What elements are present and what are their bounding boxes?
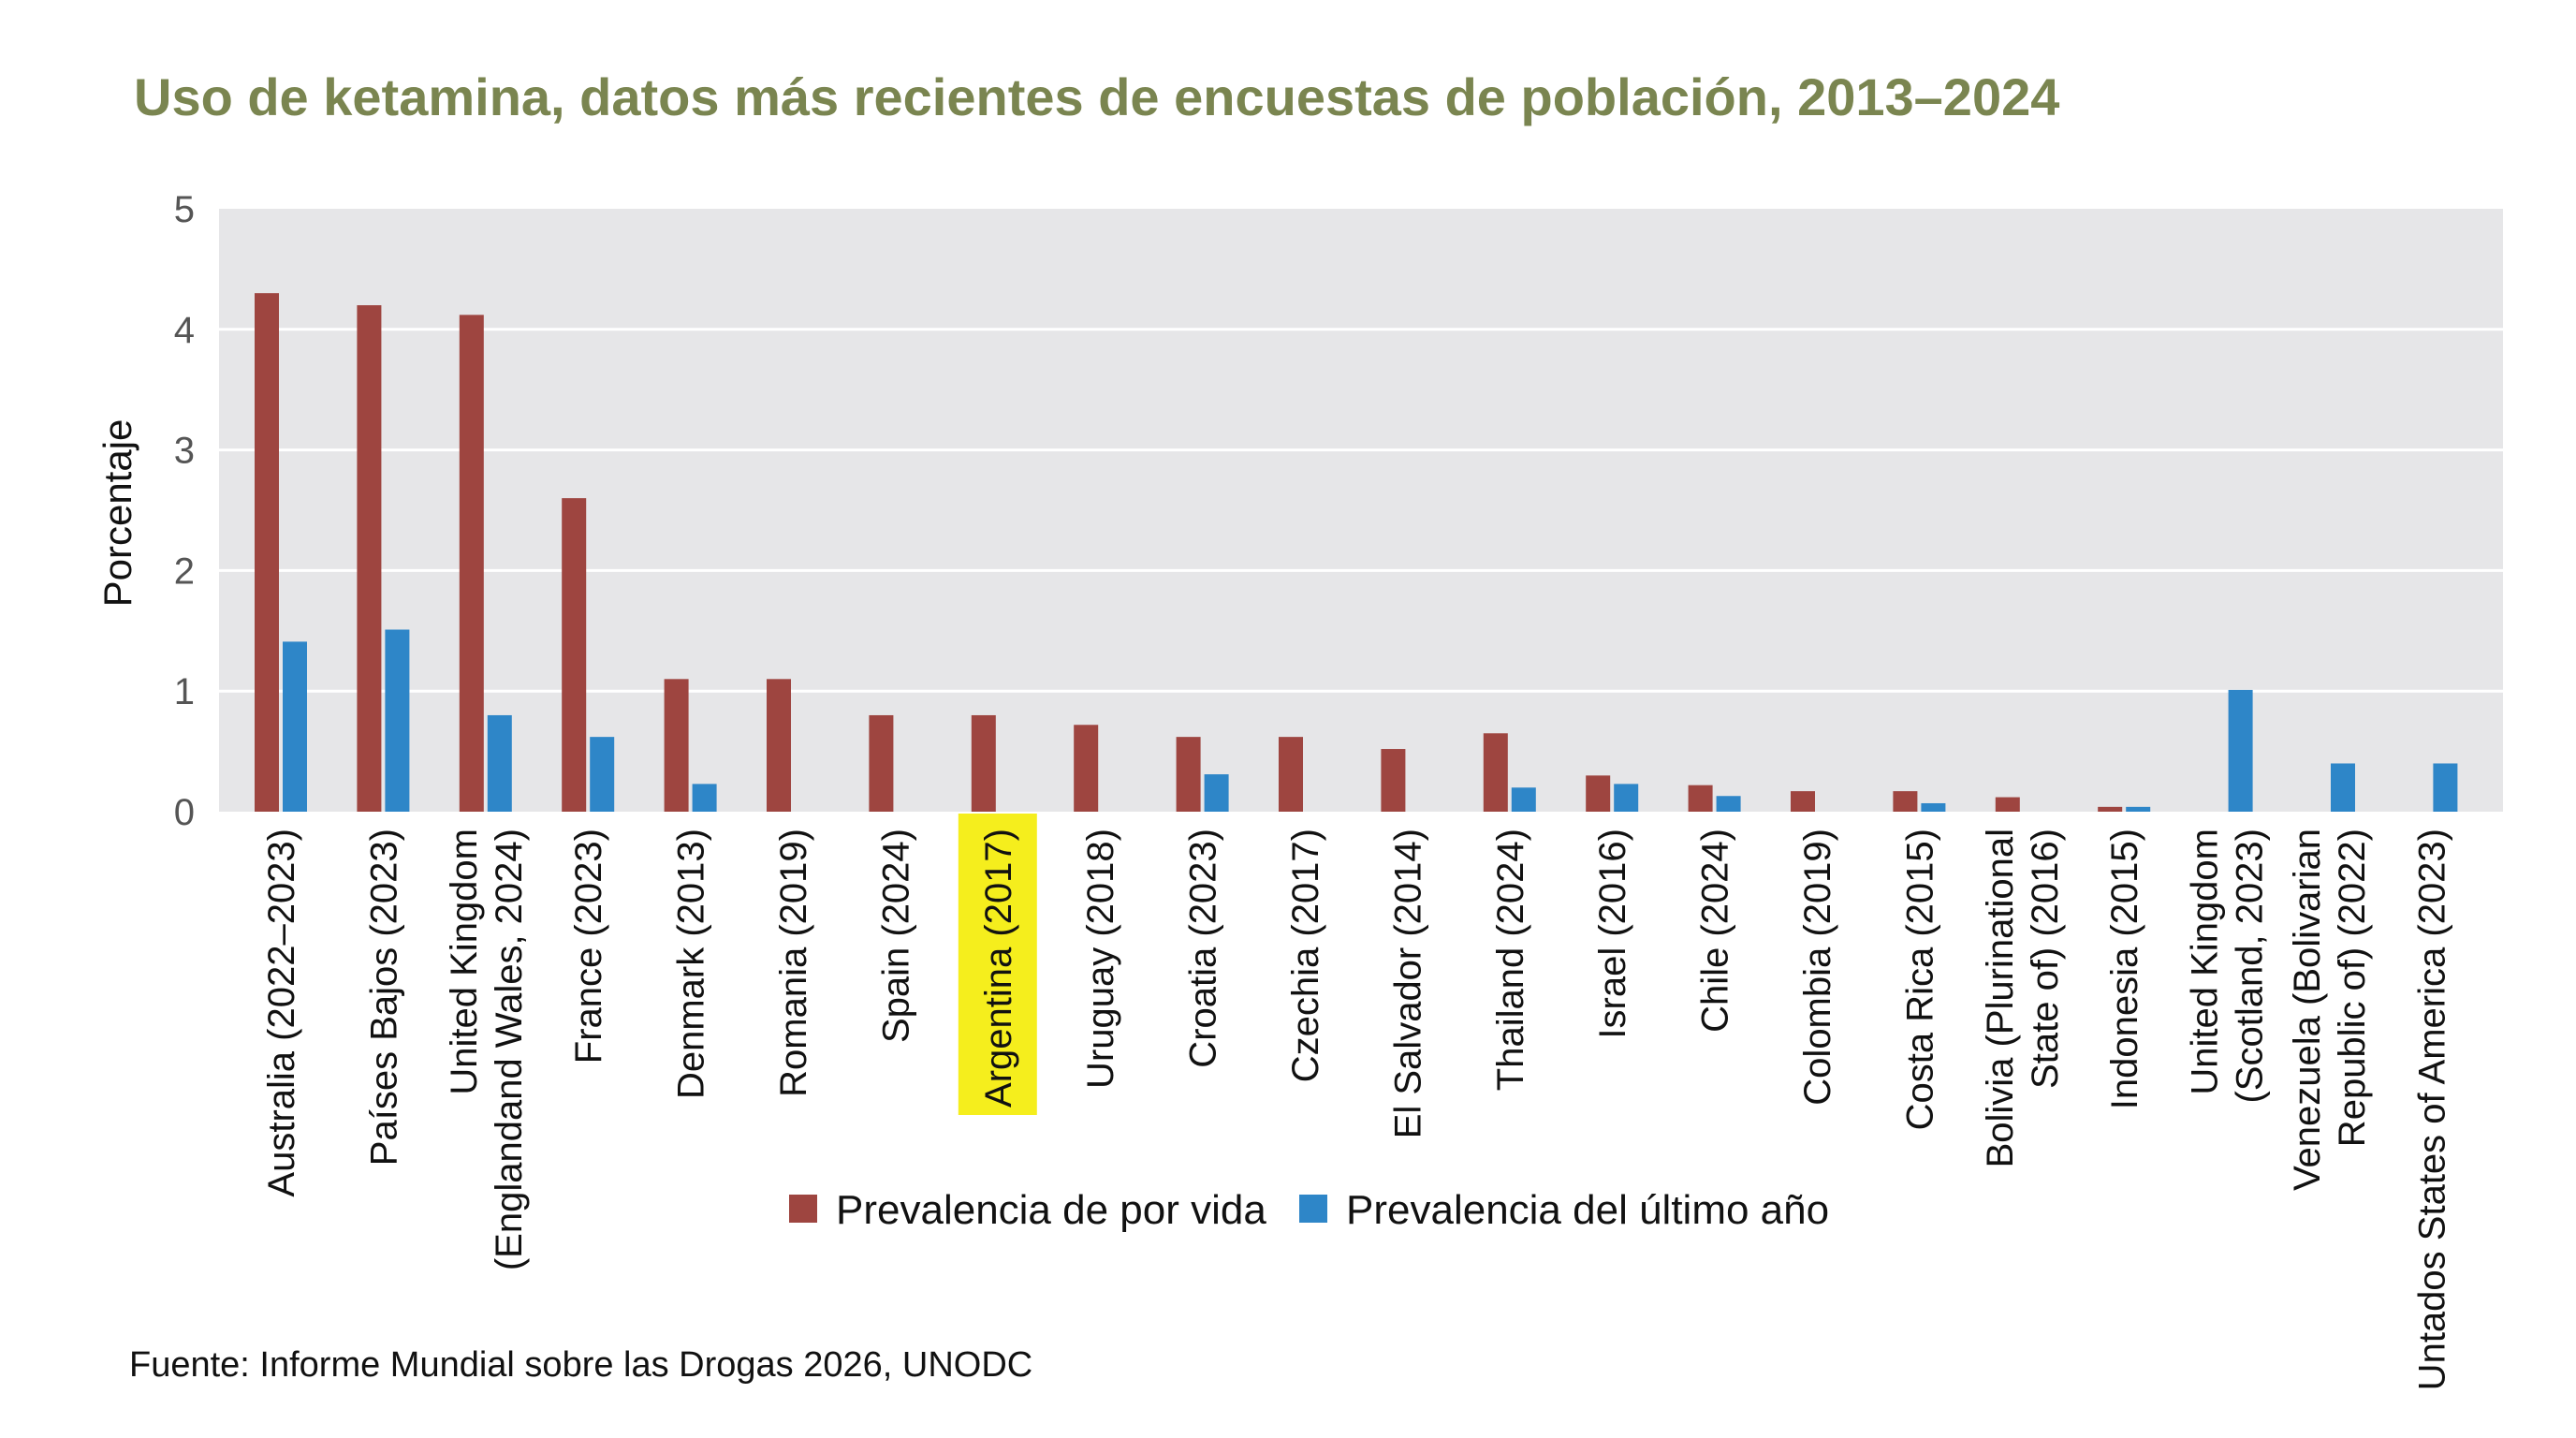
legend: Prevalencia de por vida Prevalencia del … [789,1187,1829,1233]
bar-lifetime [2098,806,2123,812]
highlight-layer [958,814,1037,1115]
bar-last-year [2331,763,2355,812]
x-tick-label: United Kingdom [2185,829,2226,1095]
bar-last-year [2228,689,2253,812]
y-tick-label: 1 [174,671,195,712]
x-tick-label: Czechia (2017) [1285,829,1326,1082]
y-tick-label: 4 [174,310,195,351]
bar-last-year [1614,784,1639,812]
bar-lifetime [767,679,791,812]
x-tick-label: Croatia (2023) [1183,829,1224,1068]
legend-label-last-year: Prevalencia del último año [1346,1187,1829,1233]
x-tick-label: (Scotland, 2023) [2230,829,2271,1104]
bar-last-year [385,629,410,812]
bar-last-year [283,641,307,812]
y-tick-label: 0 [174,792,195,833]
x-tick-label: Países Bajos (2023) [363,829,404,1166]
x-tick-label: El Salvador (2014) [1387,829,1428,1138]
x-tick-label: Israel (2016) [1592,829,1633,1039]
bar-lifetime [255,293,279,812]
x-tick-label: Uruguay (2018) [1080,829,1121,1089]
bar-last-year [2126,806,2151,812]
x-axis-labels: Australia (2022–2023) Países Bajos (2023)… [261,829,2452,1390]
x-tick-label: Bolivia (Plurinational [1980,829,2021,1167]
x-tick-label: United Kingdom [444,829,485,1095]
y-tick-label: 5 [174,189,195,230]
x-tick-label: Denmark (2013) [671,829,712,1099]
legend-swatch-lifetime [789,1195,817,1223]
bar-last-year [1716,796,1741,812]
x-tick-label: Indonesia (2015) [2104,829,2145,1109]
bar-lifetime [1176,737,1201,812]
x-tick-label: Colombia (2019) [1797,829,1838,1106]
bar-lifetime [1688,785,1713,812]
legend-swatch-last-year [1299,1195,1327,1223]
chart-title: Uso de ketamina, datos más recientes de … [134,67,2059,126]
x-tick-label: Republic of) (2022) [2332,829,2373,1147]
legend-label-lifetime: Prevalencia de por vida [836,1187,1266,1233]
x-tick-label: Spain (2024) [875,829,916,1043]
x-tick-label: Costa Rica (2015) [1899,829,1940,1130]
bars [255,293,2458,812]
gridlines [219,328,2503,693]
bar-lifetime [971,714,996,812]
x-tick-label: France (2023) [568,829,609,1064]
bar-last-year [1511,787,1536,812]
bar-lifetime [1279,737,1303,812]
x-tick-label: Venezuela (Bolivarian [2287,829,2328,1191]
bar-lifetime [459,315,484,812]
x-tick-label: Thailand (2024) [1490,829,1531,1091]
plot-background [219,209,2503,812]
bar-lifetime [1074,725,1099,812]
bar-last-year [1204,774,1229,812]
bar-lifetime [664,679,689,812]
highlight-box [958,814,1037,1115]
bar-last-year [590,737,615,812]
bar-lifetime [1893,791,1918,812]
x-tick-label: Chile (2024) [1695,829,1736,1033]
bar-last-year [487,714,512,812]
bar-lifetime [869,714,894,812]
x-tick-label: Romania (2019) [773,829,814,1097]
bar-lifetime [562,498,587,812]
y-axis-ticks: 0 1 2 3 4 5 [174,189,195,833]
x-tick-label: Argentina (2017) [978,829,1019,1108]
bar-lifetime [1483,733,1508,812]
y-tick-label: 2 [174,550,195,592]
bar-lifetime [1791,791,1815,812]
y-tick-label: 3 [174,431,195,472]
bar-last-year [1921,802,1946,812]
bar-lifetime [357,305,382,812]
x-tick-label: Australia (2022–2023) [261,829,302,1197]
source-note: Fuente: Informe Mundial sobre las Drogas… [129,1345,1032,1385]
bar-last-year [2433,763,2458,812]
x-tick-label: (Englandand Wales, 2024) [489,829,530,1270]
bar-lifetime [1586,775,1611,812]
bar-last-year [692,784,717,812]
y-axis-label: Porcentaje [95,419,139,608]
x-tick-label: State of) (2016) [2025,829,2066,1089]
bar-lifetime [1381,749,1406,812]
bar-lifetime [1995,797,2020,812]
x-tick-label: Untados States of America (2023) [2411,829,2452,1390]
